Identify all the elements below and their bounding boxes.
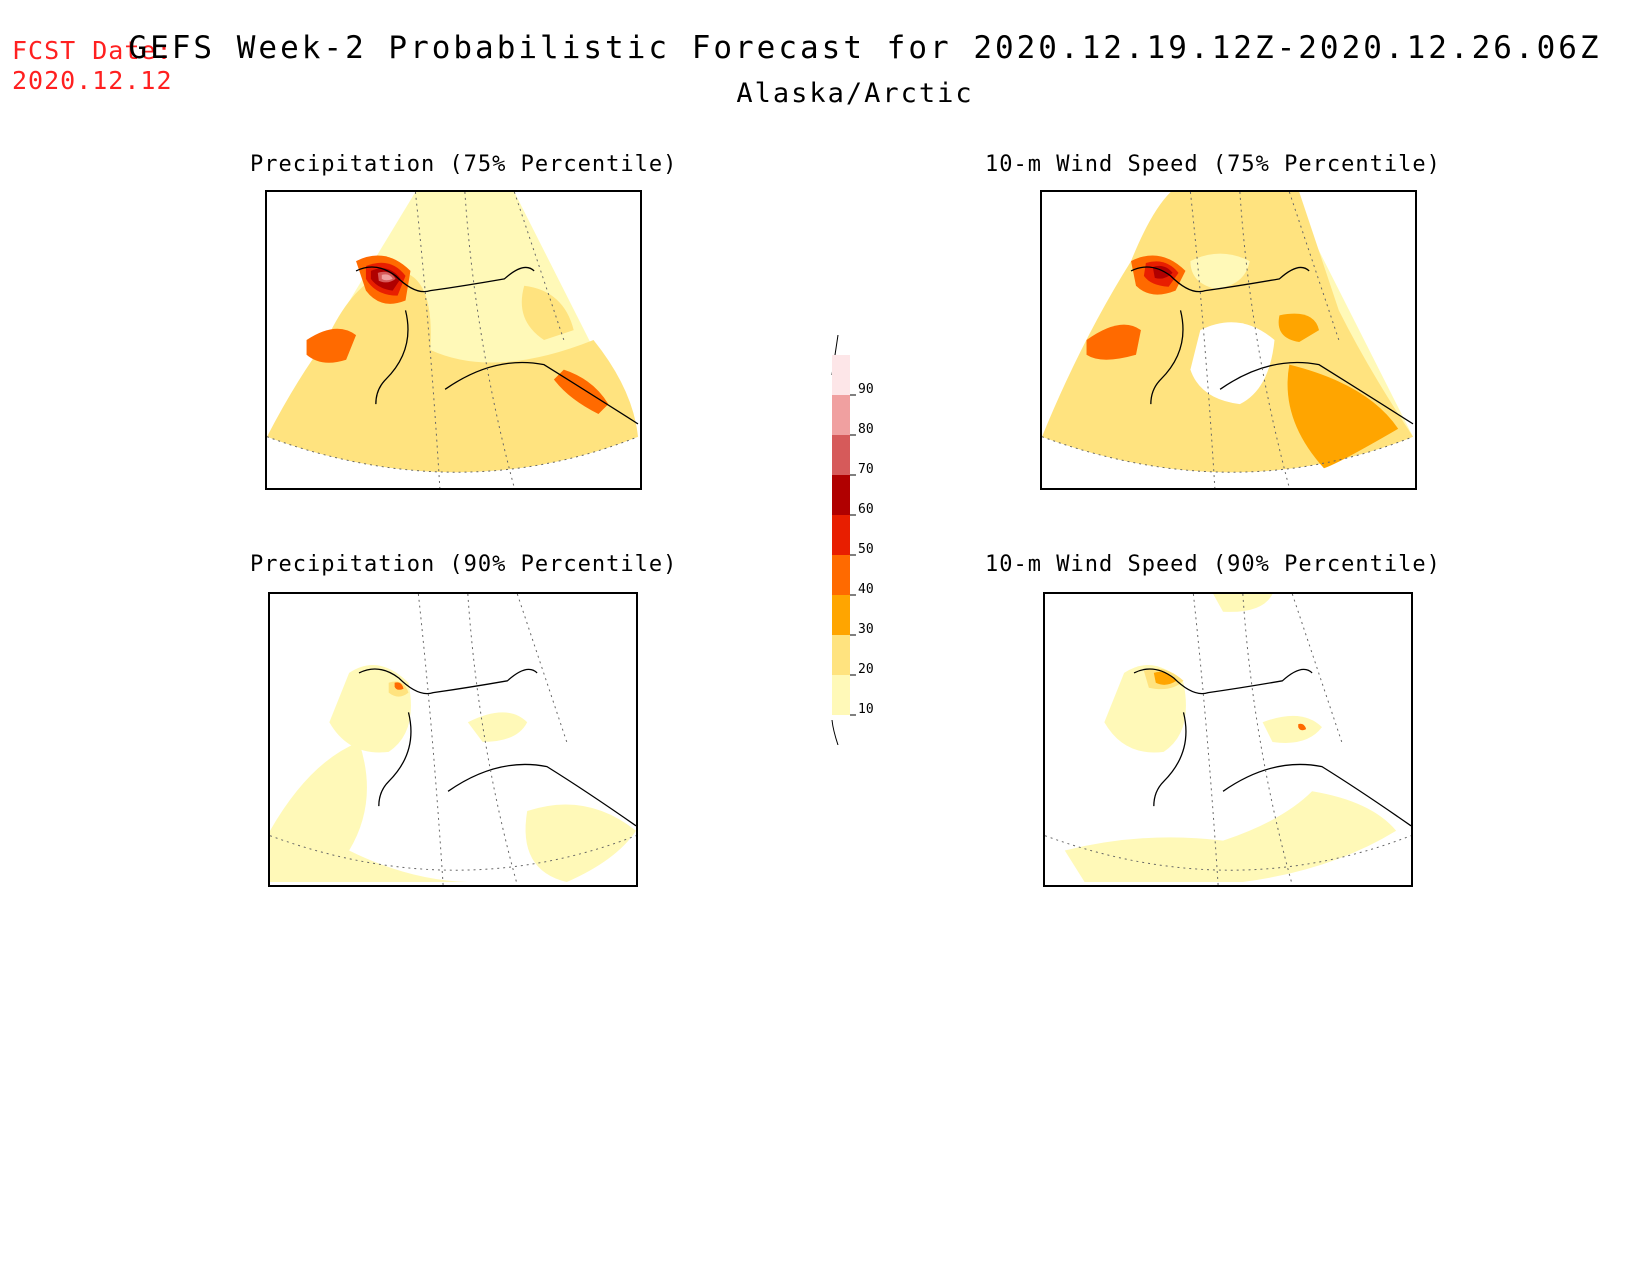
probability-shading-10 — [1064, 791, 1397, 883]
fcst-date-caption: FCST Date: — [12, 36, 173, 65]
map-panel-wind-90 — [1043, 592, 1413, 887]
colorbar-swatch-80 — [832, 395, 850, 435]
probability-shading-10 — [1213, 594, 1273, 612]
probability-shading-30 — [1278, 313, 1320, 342]
colorbar-tick-label: 10 — [858, 702, 874, 717]
probability-shading-30 — [1153, 671, 1177, 685]
probability-shading-40 — [394, 682, 404, 690]
coastline — [1130, 266, 1414, 425]
map-panel-precip-75 — [265, 190, 642, 490]
colorbar-swatch-10 — [832, 675, 850, 715]
graticule — [267, 192, 639, 488]
probability-shading-80 — [381, 274, 393, 281]
probability-shading-40 — [306, 328, 357, 363]
probability-shading-40 — [1086, 324, 1141, 360]
colorbar-swatch-40 — [832, 555, 850, 595]
graticule — [1042, 192, 1414, 488]
no-signal-area — [1190, 253, 1250, 289]
no-signal-area — [1190, 322, 1275, 405]
colorbar-swatch-20 — [832, 635, 850, 675]
colorbar-bottom-cap — [831, 719, 839, 745]
colorbar-swatch-70 — [832, 435, 850, 475]
colorbar-tick-label: 80 — [858, 422, 874, 437]
coastline — [355, 266, 639, 425]
coastline — [1133, 668, 1411, 827]
colorbar-tick-label: 90 — [858, 382, 874, 397]
page-subtitle: Alaska/Arctic — [736, 78, 974, 109]
probability-shading-10 — [1262, 715, 1322, 743]
colorbar-swatch-60 — [832, 475, 850, 515]
coastline — [358, 668, 636, 827]
colorbar-tick-label: 50 — [858, 542, 874, 557]
fcst-date-value: 2020.12.12 — [12, 66, 173, 95]
colorbar-tick-label: 20 — [858, 662, 874, 677]
graticule — [270, 594, 636, 885]
graticule — [1045, 594, 1411, 885]
probability-shading-20 — [521, 285, 574, 340]
colorbar-legend: 90 80 70 60 50 40 30 20 10 — [820, 335, 890, 745]
panel-title-precip-75: Precipitation (75% Percentile) — [250, 152, 678, 177]
probability-shading-10 — [467, 712, 528, 742]
panel-title-wind-90: 10-m Wind Speed (90% Percentile) — [985, 552, 1441, 577]
map-panel-wind-75 — [1040, 190, 1417, 490]
colorbar-tick-label: 30 — [858, 622, 874, 637]
probability-shading-10 — [525, 804, 636, 883]
page-title: GEFS Week-2 Probabilistic Forecast for 2… — [128, 30, 1602, 66]
panel-title-precip-90: Precipitation (90% Percentile) — [250, 552, 678, 577]
probability-shading-10 — [270, 741, 468, 883]
colorbar-tick-label: 70 — [858, 462, 874, 477]
probability-shading-40 — [553, 369, 609, 414]
probability-shading-30 — [1287, 364, 1399, 469]
panel-title-wind-75: 10-m Wind Speed (75% Percentile) — [985, 152, 1441, 177]
colorbar-tick-label: 40 — [858, 582, 874, 597]
colorbar-swatch-30 — [832, 595, 850, 635]
colorbar-tick-label: 60 — [858, 502, 874, 517]
map-panel-precip-90 — [268, 592, 638, 887]
probability-shading-20 — [267, 270, 639, 473]
colorbar-swatch-50 — [832, 515, 850, 555]
probability-shading-40 — [1298, 723, 1307, 731]
colorbar-swatch-90 — [832, 355, 850, 395]
forecast-date-label: FCST Date: 2020.12.12 — [12, 36, 173, 96]
